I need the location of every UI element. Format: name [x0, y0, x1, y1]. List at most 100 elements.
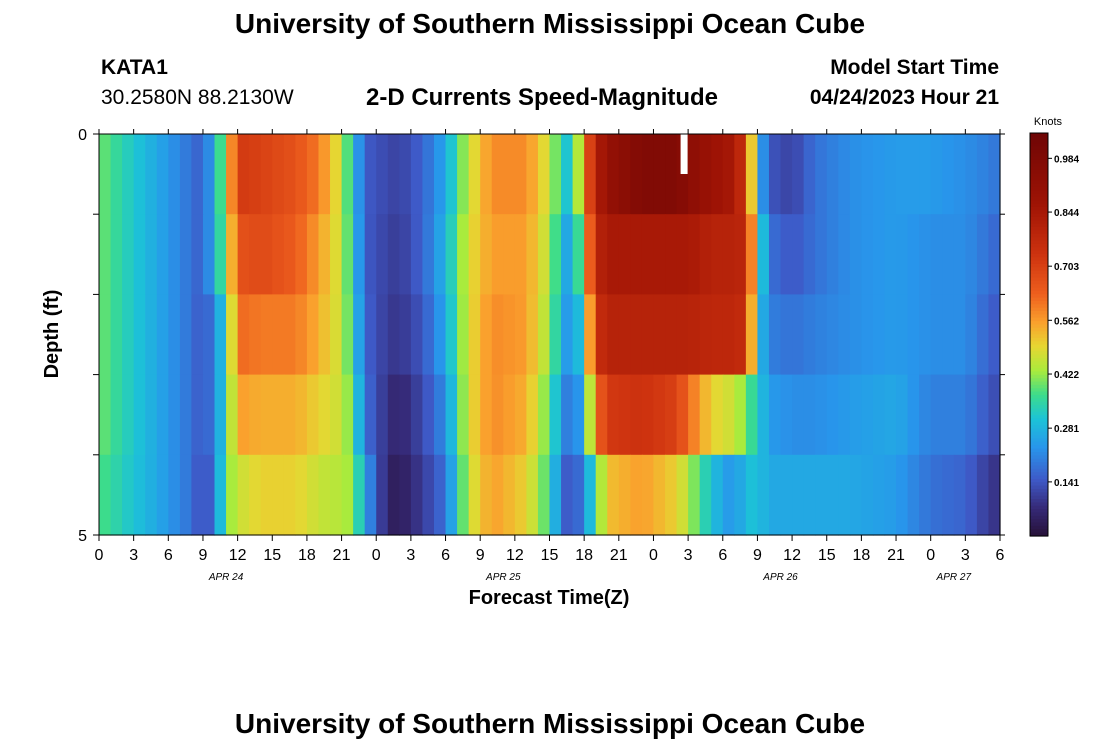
colorbar-frame	[1029, 132, 1049, 537]
heatmap-cell	[283, 454, 296, 536]
heatmap-cell	[953, 454, 966, 536]
heatmap-cell	[503, 134, 516, 215]
heatmap-cell	[942, 134, 955, 215]
colorbar-segment	[1030, 472, 1048, 477]
heatmap-cell	[422, 294, 435, 376]
colorbar-segment	[1030, 522, 1048, 527]
heatmap-cell	[387, 134, 400, 215]
colorbar-tick-label: 0.844	[1054, 208, 1079, 219]
colorbar-segment	[1030, 284, 1048, 289]
colorbar-segment	[1030, 327, 1048, 332]
colorbar-segment	[1030, 378, 1048, 383]
colorbar-segment	[1030, 334, 1048, 339]
heatmap-cell	[584, 454, 597, 536]
heatmap-cell	[537, 374, 551, 456]
date-label: APR 27	[936, 572, 972, 583]
heatmap-cell	[422, 134, 435, 215]
heatmap-cell	[318, 294, 331, 376]
heatmap-cell	[191, 294, 204, 376]
colorbar-segment	[1030, 462, 1048, 467]
heatmap-cell	[919, 294, 932, 376]
heatmap-cell	[618, 294, 631, 376]
heatmap-cell	[237, 374, 250, 456]
heatmap-cell	[988, 214, 1001, 295]
heatmap-cell	[757, 134, 770, 215]
colorbar-segment	[1030, 509, 1048, 514]
heatmap-cell	[156, 454, 169, 536]
heatmap-cell	[156, 374, 169, 456]
heatmap-cell	[699, 454, 712, 536]
heatmap-cell	[561, 294, 574, 376]
heatmap-cell	[341, 214, 354, 295]
x-axis-label: Forecast Time(Z)	[469, 587, 630, 609]
heatmap-cell	[930, 134, 943, 215]
heatmap-cell	[179, 134, 193, 215]
x-tick-label: 18	[575, 547, 593, 564]
heatmap-cell	[214, 134, 227, 215]
heatmap-cell	[595, 294, 608, 376]
heatmap-cell	[988, 454, 1001, 536]
x-tick-label: 18	[298, 547, 316, 564]
colorbar-segment	[1030, 441, 1048, 446]
heatmap-cell	[665, 454, 678, 536]
heatmap-cell	[745, 454, 759, 536]
heatmap-cell	[410, 214, 424, 295]
heatmap-cell	[965, 214, 978, 295]
heatmap-cell	[734, 454, 747, 536]
heatmap-cell	[826, 214, 839, 295]
heatmap-cell	[503, 374, 516, 456]
heatmap-cell	[561, 374, 574, 456]
colorbar-segment	[1030, 475, 1048, 480]
x-tick-label: 15	[818, 547, 836, 564]
y-tick-label: 5	[78, 528, 87, 545]
heatmap-cell	[734, 374, 747, 456]
heatmap-cell	[884, 454, 897, 536]
heatmap-cell	[872, 454, 886, 536]
colorbar-segment	[1030, 277, 1048, 282]
heatmap-cell	[110, 294, 123, 376]
colorbar-segment	[1030, 368, 1048, 373]
colorbar-segment	[1030, 418, 1048, 423]
x-tick-label: 18	[852, 547, 870, 564]
heatmap-cell	[549, 214, 562, 295]
heatmap-cell	[353, 214, 366, 295]
heatmap-cell	[468, 294, 481, 376]
colorbar-segment	[1030, 270, 1048, 275]
heatmap-cell	[768, 294, 782, 376]
heatmap-cell	[445, 374, 458, 456]
heatmap-cell	[364, 454, 377, 536]
colorbar-segment	[1030, 173, 1048, 178]
colorbar-segment	[1030, 371, 1048, 376]
colorbar-segment	[1030, 196, 1048, 201]
x-tick-label: 21	[887, 547, 905, 564]
heatmap-cell	[168, 454, 181, 536]
heatmap-cell	[826, 134, 839, 215]
heatmap-cell	[330, 134, 343, 215]
heatmap-cell	[838, 134, 851, 215]
heatmap-cell	[653, 214, 666, 295]
heatmap-cell	[965, 294, 978, 376]
heatmap-cell	[526, 374, 539, 456]
heatmap-cell	[976, 214, 990, 295]
colorbar-segment	[1030, 358, 1048, 362]
heatmap-cell	[745, 214, 759, 295]
heatmap-cell	[214, 454, 227, 536]
colorbar-segment	[1030, 394, 1048, 399]
heatmap-cell	[145, 134, 158, 215]
heatmap-cell	[595, 454, 608, 536]
colorbar-segment	[1030, 300, 1048, 305]
colorbar-segment	[1030, 468, 1048, 473]
heatmap-cell	[665, 134, 678, 215]
colorbar-segment	[1030, 263, 1048, 268]
x-tick-label: 0	[926, 547, 935, 564]
heatmap-cell	[399, 134, 412, 215]
heatmap-cell	[757, 294, 770, 376]
heatmap-cell	[364, 294, 377, 376]
heatmap-cell	[399, 294, 412, 376]
heatmap-cell	[422, 374, 435, 456]
heatmap-cell	[376, 134, 389, 215]
heatmap-cell	[930, 214, 943, 295]
colorbar-segment	[1030, 176, 1048, 181]
axis-ticks: 0 3 6 9 12 15 18 21 0 3 6 9 12 15 18 21 0 3 6 9 12 15 18 21 0 3 6 A…	[78, 127, 1005, 583]
colorbar-segment	[1030, 169, 1048, 174]
